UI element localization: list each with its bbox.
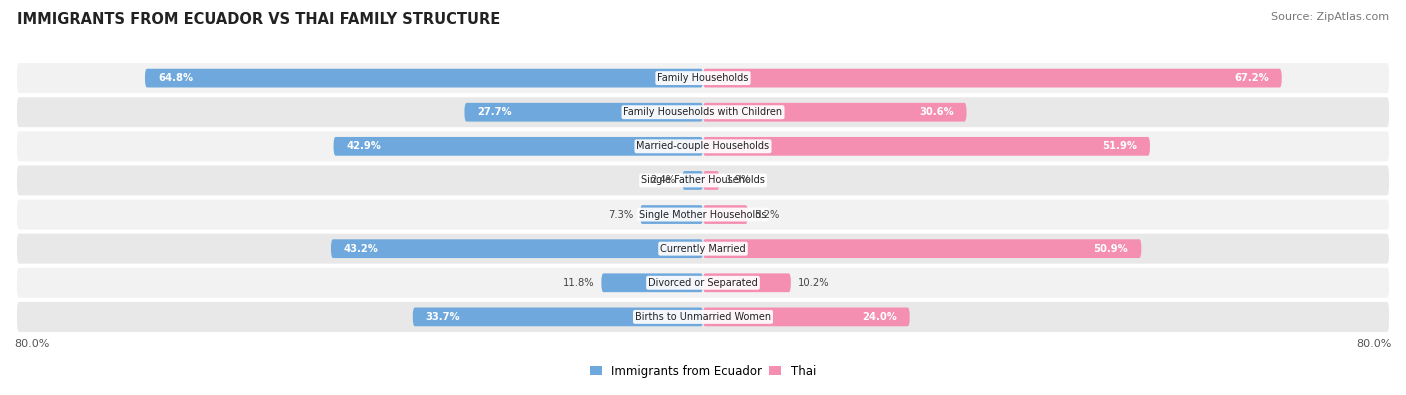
FancyBboxPatch shape (333, 137, 703, 156)
Text: 67.2%: 67.2% (1234, 73, 1268, 83)
Text: 80.0%: 80.0% (1357, 339, 1392, 348)
Text: 64.8%: 64.8% (157, 73, 193, 83)
Text: 1.9%: 1.9% (727, 175, 752, 185)
Text: 5.2%: 5.2% (755, 210, 780, 220)
FancyBboxPatch shape (15, 96, 1391, 129)
FancyBboxPatch shape (464, 103, 703, 122)
Text: 51.9%: 51.9% (1102, 141, 1137, 151)
Text: Births to Unmarried Women: Births to Unmarried Women (636, 312, 770, 322)
FancyBboxPatch shape (145, 69, 703, 87)
Legend: Immigrants from Ecuador, Thai: Immigrants from Ecuador, Thai (591, 365, 815, 378)
Text: Currently Married: Currently Married (661, 244, 745, 254)
FancyBboxPatch shape (703, 137, 1150, 156)
FancyBboxPatch shape (15, 232, 1391, 265)
Text: 2.4%: 2.4% (650, 175, 675, 185)
Text: 7.3%: 7.3% (607, 210, 633, 220)
Text: Family Households with Children: Family Households with Children (623, 107, 783, 117)
Text: 11.8%: 11.8% (562, 278, 595, 288)
FancyBboxPatch shape (703, 205, 748, 224)
FancyBboxPatch shape (15, 301, 1391, 333)
Text: 24.0%: 24.0% (862, 312, 897, 322)
Text: 10.2%: 10.2% (797, 278, 830, 288)
Text: 27.7%: 27.7% (478, 107, 512, 117)
Text: 42.9%: 42.9% (346, 141, 381, 151)
FancyBboxPatch shape (15, 164, 1391, 197)
Text: Single Father Households: Single Father Households (641, 175, 765, 185)
FancyBboxPatch shape (15, 130, 1391, 163)
FancyBboxPatch shape (682, 171, 703, 190)
Text: Divorced or Separated: Divorced or Separated (648, 278, 758, 288)
FancyBboxPatch shape (703, 103, 966, 122)
Text: Family Households: Family Households (658, 73, 748, 83)
FancyBboxPatch shape (15, 266, 1391, 299)
FancyBboxPatch shape (703, 239, 1142, 258)
Text: 33.7%: 33.7% (426, 312, 460, 322)
Text: Single Mother Households: Single Mother Households (640, 210, 766, 220)
FancyBboxPatch shape (640, 205, 703, 224)
Text: 80.0%: 80.0% (14, 339, 49, 348)
Text: 30.6%: 30.6% (920, 107, 953, 117)
Text: 50.9%: 50.9% (1094, 244, 1129, 254)
FancyBboxPatch shape (330, 239, 703, 258)
FancyBboxPatch shape (703, 69, 1282, 87)
FancyBboxPatch shape (15, 62, 1391, 94)
FancyBboxPatch shape (15, 198, 1391, 231)
FancyBboxPatch shape (703, 171, 720, 190)
Text: 43.2%: 43.2% (344, 244, 378, 254)
Text: Married-couple Households: Married-couple Households (637, 141, 769, 151)
FancyBboxPatch shape (602, 273, 703, 292)
FancyBboxPatch shape (413, 308, 703, 326)
FancyBboxPatch shape (703, 308, 910, 326)
Text: IMMIGRANTS FROM ECUADOR VS THAI FAMILY STRUCTURE: IMMIGRANTS FROM ECUADOR VS THAI FAMILY S… (17, 12, 501, 27)
Text: Source: ZipAtlas.com: Source: ZipAtlas.com (1271, 12, 1389, 22)
FancyBboxPatch shape (703, 273, 790, 292)
